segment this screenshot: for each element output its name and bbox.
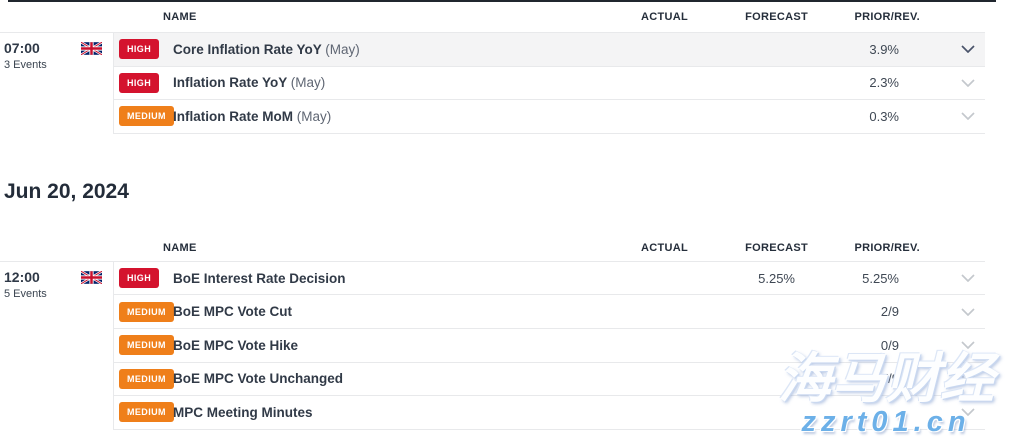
event-title: BoE MPC Vote Hike (173, 337, 299, 353)
event-title: Inflation Rate YoY (173, 75, 288, 91)
prior-value: 2/9 (880, 304, 899, 320)
impact-cell: MEDIUM (114, 402, 174, 423)
event-name: BoE MPC Vote Cut (173, 304, 593, 319)
event-rows: HIGH Core Inflation Rate YoY (May) 3.9% … (113, 33, 985, 134)
column-header-name: NAME (163, 11, 197, 23)
column-header-forecast: FORECAST (745, 242, 808, 255)
chevron-down-icon (961, 79, 975, 87)
expand-row-button[interactable] (920, 45, 985, 54)
expand-row-button[interactable] (920, 408, 985, 417)
event-row[interactable]: HIGH Inflation Rate YoY (May) 2.3% (114, 66, 985, 101)
event-row[interactable]: MEDIUM BoE MPC Vote Hike 0/9 (114, 328, 985, 363)
forecast-value: 5.25% (758, 270, 795, 286)
event-row[interactable]: MEDIUM MPC Meeting Minutes (114, 396, 985, 430)
event-time: 07:00 (4, 40, 40, 56)
impact-cell: MEDIUM (114, 301, 174, 322)
prior-value: 3.9% (869, 41, 899, 57)
uk-flag-icon (81, 42, 102, 55)
table-header-row: NAME ACTUAL FORECAST PRIOR/REV. (0, 236, 985, 262)
event-period: (May) (325, 41, 360, 57)
event-title: BoE MPC Vote Unchanged (173, 371, 344, 387)
column-header-prior: PRIOR/REV. (854, 11, 920, 23)
impact-badge-medium: MEDIUM (119, 301, 174, 322)
event-name: Inflation Rate MoM (May) (173, 109, 593, 124)
column-header-forecast: FORECAST (745, 11, 808, 23)
prior-value: 2.3% (869, 75, 899, 91)
time-cell: 12:00 5 Events (0, 262, 113, 430)
chevron-down-icon (961, 45, 975, 54)
column-header-name: NAME (163, 242, 197, 255)
expand-row-button[interactable] (920, 79, 985, 87)
event-title: BoE MPC Vote Cut (173, 304, 292, 320)
event-name: MPC Meeting Minutes (173, 405, 593, 420)
prior-value: 7/9 (880, 371, 899, 387)
events-count: 3 Events (4, 59, 47, 71)
event-name: BoE MPC Vote Hike (173, 338, 593, 353)
prior-value: 0.3% (869, 108, 899, 124)
event-title: MPC Meeting Minutes (173, 404, 313, 420)
chevron-down-icon (961, 308, 975, 316)
expand-row-button[interactable] (920, 308, 985, 316)
impact-cell: HIGH (114, 72, 173, 93)
event-row[interactable]: HIGH Core Inflation Rate YoY (May) 3.9% (114, 33, 985, 67)
chevron-down-icon (961, 375, 975, 383)
events-count: 5 Events (4, 287, 47, 300)
chevron-down-icon (961, 341, 975, 350)
expand-row-button[interactable] (920, 112, 985, 121)
impact-cell: HIGH (114, 268, 173, 289)
event-name: Core Inflation Rate YoY (May) (173, 42, 593, 57)
column-header-actual: ACTUAL (640, 11, 688, 23)
event-row[interactable]: MEDIUM Inflation Rate MoM (May) 0.3% (114, 100, 985, 134)
event-table-jun20: NAME ACTUAL FORECAST PRIOR/REV. 12:00 (0, 236, 985, 430)
impact-badge-medium: MEDIUM (119, 402, 174, 423)
expand-row-button[interactable] (920, 341, 985, 350)
event-table-jun19: NAME ACTUAL FORECAST PRIOR/REV. 07:00 (0, 0, 996, 134)
column-header-actual: ACTUAL (640, 242, 688, 255)
event-name: BoE MPC Vote Unchanged (173, 371, 593, 386)
date-heading: Jun 20, 2024 (4, 179, 129, 203)
event-name: Inflation Rate YoY (May) (173, 75, 593, 90)
impact-badge-high: HIGH (119, 39, 160, 60)
event-period: (May) (296, 108, 332, 124)
impact-badge-medium: MEDIUM (119, 335, 174, 356)
impact-cell: MEDIUM (114, 106, 174, 127)
event-time: 12:00 (4, 268, 40, 285)
impact-cell: HIGH (114, 39, 173, 60)
impact-badge-high: HIGH (119, 72, 160, 93)
chevron-down-icon (961, 112, 975, 121)
table-header-row: NAME ACTUAL FORECAST PRIOR/REV. (0, 2, 985, 33)
table-body: 07:00 3 Events HIGH Core Inflation Rate … (0, 33, 985, 134)
impact-cell: MEDIUM (114, 335, 174, 356)
event-title: Core Inflation Rate YoY (173, 41, 322, 57)
impact-cell: MEDIUM (114, 368, 174, 389)
uk-flag-icon (81, 270, 102, 284)
prior-value: 5.25% (862, 270, 899, 286)
impact-badge-high: HIGH (119, 268, 160, 289)
expand-row-button[interactable] (920, 274, 985, 283)
table-body: 12:00 5 Events HIGH BoE Interest Rate De… (0, 261, 985, 430)
impact-badge-medium: MEDIUM (119, 368, 174, 389)
event-title: Inflation Rate MoM (173, 108, 293, 124)
event-name: BoE Interest Rate Decision (173, 271, 593, 286)
time-cell: 07:00 3 Events (0, 33, 113, 134)
prior-value: 0/9 (880, 337, 899, 353)
event-row[interactable]: MEDIUM BoE MPC Vote Cut 2/9 (114, 295, 985, 329)
column-header-prior: PRIOR/REV. (854, 242, 920, 255)
event-rows: HIGH BoE Interest Rate Decision 5.25% 5.… (113, 261, 985, 430)
event-row[interactable]: HIGH BoE Interest Rate Decision 5.25% 5.… (114, 261, 985, 296)
event-title: BoE Interest Rate Decision (173, 270, 346, 286)
chevron-down-icon (961, 408, 975, 417)
event-row[interactable]: MEDIUM BoE MPC Vote Unchanged 7/9 (114, 362, 985, 397)
expand-row-button[interactable] (920, 375, 985, 383)
chevron-down-icon (961, 274, 975, 283)
impact-badge-medium: MEDIUM (119, 106, 174, 127)
table-top-border (8, 0, 996, 2)
event-period: (May) (290, 75, 326, 91)
